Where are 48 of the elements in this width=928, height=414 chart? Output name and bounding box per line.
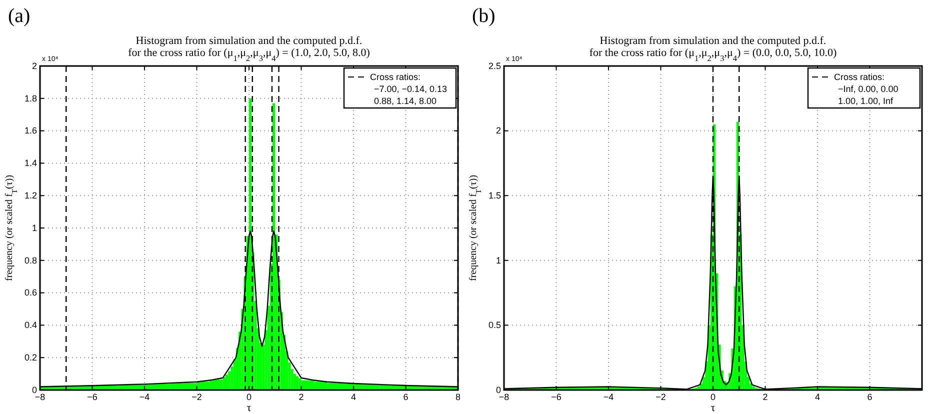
y-tick-label: 1.8 bbox=[24, 93, 37, 104]
x-tick-label: −6 bbox=[87, 392, 98, 402]
x-tick-label: 8 bbox=[455, 392, 461, 402]
y-tick-label: 1.5 bbox=[488, 190, 501, 200]
x-tick-label: 0 bbox=[710, 392, 716, 402]
y-tick-label: 1 bbox=[496, 255, 501, 266]
x-tick-label: −6 bbox=[551, 392, 562, 402]
x-tick-label: −2 bbox=[656, 392, 666, 402]
text: (a) bbox=[8, 5, 30, 27]
annotation: −Inf, 0.00, 0.00 bbox=[838, 84, 898, 94]
x-tick-label: 2 bbox=[298, 392, 304, 402]
y-tick-label: 2 bbox=[32, 60, 37, 71]
x-tick-label: 6 bbox=[867, 392, 872, 402]
annotation: Cross ratios: bbox=[834, 72, 885, 82]
y-tick-label: 1.2 bbox=[24, 190, 37, 200]
y-tick-label: 0.8 bbox=[24, 255, 37, 266]
annotation: Cross ratios: bbox=[370, 72, 421, 82]
x-axis-title: τ bbox=[246, 402, 252, 414]
text: for the cross ratio for (μ$_{1}$,μ$_{2}$,μ$_{3}$,μ$_{4}$) = (0.0, 0.0, 5.0, 10.0) bbox=[589, 47, 837, 62]
annotation: −7.00, −0.14, 0.13 bbox=[374, 84, 448, 94]
x-tick-label: −4 bbox=[603, 392, 614, 402]
y-tick-label: 1.4 bbox=[24, 158, 37, 168]
chart-title: Histogram from simulation and the computed p.d.f. bbox=[600, 35, 826, 47]
y-tick-label: 0.6 bbox=[24, 288, 37, 298]
chart-title: Histogram from simulation and the computed p.d.f. bbox=[136, 35, 362, 47]
y-tick-label: 0.2 bbox=[24, 352, 37, 362]
x-tick-label: −4 bbox=[139, 392, 150, 402]
x-tick-label: 0 bbox=[246, 392, 252, 402]
x-tick-label: −2 bbox=[192, 392, 202, 402]
annotation: 1.00, 1.00, Inf bbox=[838, 96, 894, 106]
y-tick-label: 0.5 bbox=[488, 320, 501, 330]
y-tick-label: 0.4 bbox=[24, 320, 37, 330]
x-tick-label: 6 bbox=[403, 392, 408, 402]
y-tick-label: 2 bbox=[496, 126, 501, 136]
x-tick-label: 4 bbox=[814, 392, 820, 402]
x-tick-label: 2 bbox=[762, 392, 768, 402]
text: for the cross ratio for (μ$_{1}$,μ$_{2}$,μ$_{3}$,μ$_{4}$) = (1.0, 2.0, 5.0, 8.0) bbox=[128, 47, 370, 62]
x-tick-label: 4 bbox=[350, 392, 356, 402]
y-tick-label: 1.6 bbox=[24, 126, 37, 136]
annotation: 0.88, 1.14, 8.00 bbox=[374, 96, 437, 106]
y-tick-label: 2.5 bbox=[488, 60, 501, 71]
x-axis-title: τ bbox=[710, 402, 716, 414]
text: (b) bbox=[472, 5, 496, 27]
x-tick-label: −8 bbox=[498, 392, 510, 402]
x-tick-label: −8 bbox=[34, 392, 46, 402]
y-tick-label: 1 bbox=[32, 222, 37, 233]
y-tick-label: 0 bbox=[32, 384, 37, 395]
y-tick-label: 0 bbox=[496, 384, 501, 395]
